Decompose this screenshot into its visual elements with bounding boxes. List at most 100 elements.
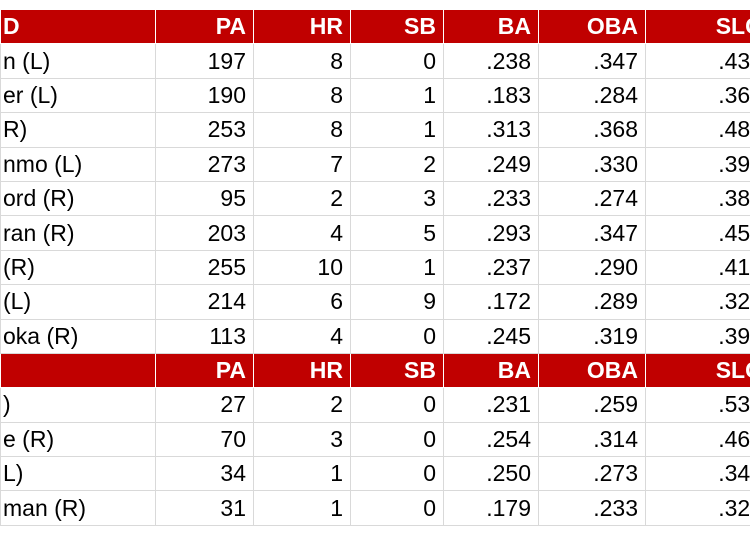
stat-cell: .274 (538, 180, 646, 217)
player-name: er (L) (0, 77, 156, 114)
stat-cell: 34 (155, 456, 254, 492)
stat-cell: .249 (443, 146, 539, 182)
stat-cell: .487 (645, 112, 750, 148)
header-row: PAHRSBBAOBASLG (0, 352, 750, 389)
header-cell: PA (155, 352, 254, 389)
stat-cell: 0 (350, 43, 444, 79)
player-name: nmo (L) (0, 146, 156, 182)
player-name: ran (R) (0, 215, 156, 251)
stat-cell: 8 (253, 43, 351, 79)
stat-cell: 2 (253, 180, 351, 217)
player-name: man (R) (0, 490, 156, 526)
stat-cell: .460 (645, 421, 750, 458)
stat-cell: .457 (645, 215, 750, 251)
player-name: R) (0, 112, 156, 148)
stat-cell: .347 (538, 43, 646, 79)
stat-cell: .233 (538, 490, 646, 526)
stat-cell: .179 (443, 490, 539, 526)
header-cell: SLG (645, 352, 750, 389)
stat-cell: .392 (645, 318, 750, 354)
header-cell: SLG (645, 9, 750, 45)
stat-cell: .238 (443, 43, 539, 79)
stats-table: DPAHRSBBAOBASLGn (L)19780.238.347.439er … (0, 9, 750, 526)
stat-cell: 190 (155, 77, 254, 114)
stat-cell: 27 (155, 387, 254, 423)
stat-cell: .293 (443, 215, 539, 251)
stat-cell: .398 (645, 146, 750, 182)
header-cell: HR (253, 352, 351, 389)
header-cell (0, 352, 156, 389)
stat-cell: .366 (645, 77, 750, 114)
stat-cell: 0 (350, 421, 444, 458)
stat-cell: 0 (350, 490, 444, 526)
stat-cell: .347 (538, 215, 646, 251)
stat-cell: 0 (350, 387, 444, 423)
header-cell: SB (350, 352, 444, 389)
player-name: (L) (0, 284, 156, 320)
stat-cell: .313 (443, 112, 539, 148)
player-name: e (R) (0, 421, 156, 458)
header-cell: BA (443, 352, 539, 389)
stat-cell: 253 (155, 112, 254, 148)
player-name: ) (0, 387, 156, 423)
stat-cell: 214 (155, 284, 254, 320)
stat-cell: .321 (645, 490, 750, 526)
header-cell: BA (443, 9, 539, 45)
stat-cell: 9 (350, 284, 444, 320)
stat-cell: .237 (443, 249, 539, 286)
stat-cell: .231 (443, 387, 539, 423)
stat-cell: .250 (443, 456, 539, 492)
header-row: DPAHRSBBAOBASLG (0, 9, 750, 45)
header-cell: HR (253, 9, 351, 45)
stat-cell: 2 (350, 146, 444, 182)
table-container: DPAHRSBBAOBASLGn (L)19780.238.347.439er … (0, 9, 750, 529)
stat-cell: 95 (155, 180, 254, 217)
stat-cell: 0 (350, 456, 444, 492)
stat-cell: 2 (253, 387, 351, 423)
stat-cell: 8 (253, 112, 351, 148)
stat-cell: 7 (253, 146, 351, 182)
stat-cell: 1 (350, 112, 444, 148)
stat-cell: .328 (645, 284, 750, 320)
stat-cell: .245 (443, 318, 539, 354)
stat-cell: 4 (253, 318, 351, 354)
stat-cell: 197 (155, 43, 254, 79)
stat-cell: 70 (155, 421, 254, 458)
header-cell: PA (155, 9, 254, 45)
stat-cell: .290 (538, 249, 646, 286)
stat-cell: .273 (538, 456, 646, 492)
stat-cell: 0 (350, 318, 444, 354)
stat-cell: 273 (155, 146, 254, 182)
stat-cell: .284 (538, 77, 646, 114)
stat-cell: 203 (155, 215, 254, 251)
stat-cell: 1 (253, 456, 351, 492)
header-cell: D (0, 9, 156, 45)
header-cell: OBA (538, 352, 646, 389)
header-cell: SB (350, 9, 444, 45)
stat-cell: .259 (538, 387, 646, 423)
stat-cell: 113 (155, 318, 254, 354)
stat-cell: 1 (350, 77, 444, 114)
stat-cell: .183 (443, 77, 539, 114)
player-name: L) (0, 456, 156, 492)
stat-cell: 6 (253, 284, 351, 320)
stat-cell: 8 (253, 77, 351, 114)
stat-cell: 31 (155, 490, 254, 526)
stat-cell: .314 (538, 421, 646, 458)
stat-cell: .389 (645, 180, 750, 217)
stat-cell: .415 (645, 249, 750, 286)
stat-cell: .172 (443, 284, 539, 320)
